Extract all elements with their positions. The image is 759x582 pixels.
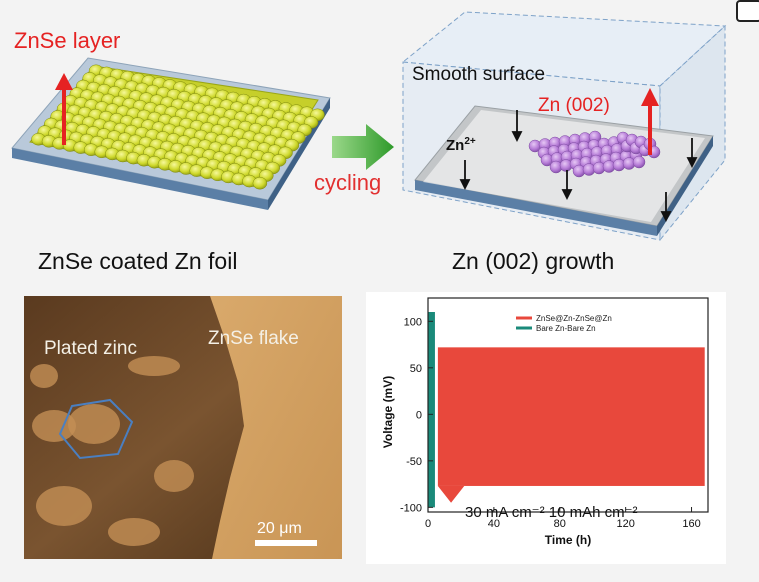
zn-002-arrow-label: Zn (002) [538,95,610,116]
zn-foil-front [12,148,268,210]
zn-substrate-front [415,180,657,236]
zn-ion-charge: 2+ [464,136,476,147]
y-tick-label: 50 [410,363,422,375]
panel-b-caption: Zn (002) growth [452,248,615,274]
series-znse-initial-dip [437,485,465,503]
y-axis-label: Voltage (mV) [381,376,395,448]
series-bare-zn-band [428,312,435,508]
smooth-surface-label: Smooth surface [412,64,546,85]
up-arrow-icon [55,73,73,90]
panel-a-illustration [11,57,331,210]
x-tick-label: 80 [554,518,566,530]
up-arrow-icon [641,88,659,106]
x-tick-label: 0 [425,518,431,530]
y-tick-label: 100 [404,316,422,328]
plated-zinc-label: Plated zinc [44,338,137,359]
zn-ion-down-arrows [459,110,698,223]
chart-annotation: 30 mA cm⁻² 10 mAh cm⁻² [465,504,638,521]
x-tick-label: 40 [488,518,500,530]
zn-002-particle [632,155,646,169]
legend-label: ZnSe@Zn-ZnSe@Zn [536,314,612,323]
y-tick-label: -50 [406,456,422,468]
hexagon-outline [58,398,134,460]
znse-particle [252,176,268,190]
x-axis-label: Time (h) [545,533,591,547]
y-tick-label: 0 [416,409,422,421]
series-znse-band [437,347,705,486]
scale-bar-label: 20 μm [257,520,302,537]
znse-flake-region [210,296,342,559]
znse-layer-label: ZnSe layer [14,28,121,53]
zn-002-cluster [528,130,661,178]
chart-frame [427,297,709,513]
znse-flake-label: ZnSe flake [208,328,299,349]
legend-label: Bare Zn-Bare Zn [536,324,596,333]
scale-bar [255,540,317,546]
y-tick-label: -100 [400,502,422,514]
zn-ion-symbol: Zn [446,137,465,154]
znse-particles [31,64,325,190]
x-tick-label: 160 [682,518,700,530]
corner-button[interactable] [736,0,759,22]
panel-b-illustration [401,11,727,242]
cycling-arrow-icon [332,124,394,170]
plated-zinc-patches [30,356,194,546]
panel-a-caption: ZnSe coated Zn foil [38,248,238,274]
zn-ion-label: Zn2+ [446,136,476,154]
sem-image [24,296,342,559]
x-tick-label: 120 [616,518,634,530]
cycling-label: cycling [314,170,382,195]
zn-substrate-side [657,136,713,236]
